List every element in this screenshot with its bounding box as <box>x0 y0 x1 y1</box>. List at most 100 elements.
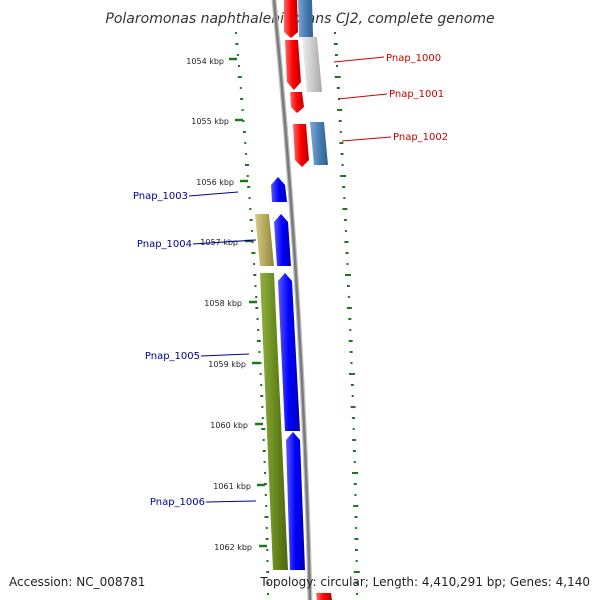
gc-dot <box>348 318 352 320</box>
genome-summary-text: Topology: circular; Length: 4,410,291 bp… <box>260 575 590 589</box>
gc-dot <box>344 241 349 243</box>
gc-dot <box>259 373 262 375</box>
gc-dot <box>354 516 358 518</box>
tick-label: 1061 kbp <box>213 482 251 491</box>
gene-label-pnap-1004[interactable]: Pnap_1004 <box>137 239 257 250</box>
cds-pnap-1000-top[interactable] <box>284 0 298 38</box>
gene-label-pnap-1001[interactable]: Pnap_1001 <box>337 89 444 100</box>
gene-label-pnap-1003[interactable]: Pnap_1003 <box>133 191 239 202</box>
gene-name[interactable]: Pnap_1000 <box>386 53 441 64</box>
gc-dot <box>348 340 353 342</box>
gc-dot <box>344 230 347 232</box>
gene-name[interactable]: Pnap_1004 <box>137 239 192 250</box>
gc-dot <box>234 32 237 34</box>
gc-dot <box>340 153 344 155</box>
cds-pnap-1001[interactable] <box>290 92 304 113</box>
gc-dot <box>253 263 256 265</box>
gc-dot <box>255 296 258 298</box>
gc-dot <box>253 274 257 276</box>
gc-dot <box>239 87 242 89</box>
gc-dot <box>352 450 356 452</box>
gc-dot <box>265 505 268 507</box>
gc-dot <box>266 571 270 573</box>
gc-dot <box>255 307 259 309</box>
feature-khaki[interactable] <box>255 214 274 266</box>
gc-dot <box>266 549 269 551</box>
tick-1061: 1061 kbp <box>213 482 265 491</box>
feature-steelblue[interactable] <box>310 122 328 165</box>
cds-pnap-1004[interactable] <box>274 214 291 266</box>
cds-pnap-1003[interactable] <box>271 177 287 202</box>
gc-dot <box>346 263 349 265</box>
gc-dot <box>352 439 357 441</box>
gc-dot <box>339 131 342 133</box>
cds-pnap-1005[interactable] <box>278 273 300 431</box>
gc-dot <box>350 384 354 386</box>
gene-label-pnap-1006[interactable]: Pnap_1006 <box>150 497 257 508</box>
gc-dot <box>265 538 269 540</box>
gc-dot <box>338 120 342 122</box>
gc-dot <box>261 417 264 419</box>
gc-dot <box>257 329 260 331</box>
gc-dot <box>244 142 247 144</box>
gc-dot <box>334 54 338 56</box>
gc-dot <box>356 593 358 595</box>
tick-label: 1059 kbp <box>208 360 246 369</box>
gc-dot <box>254 285 257 287</box>
gc-dot <box>260 395 264 397</box>
gc-dot <box>353 483 357 485</box>
gc-dot <box>246 175 249 177</box>
gc-dot <box>250 230 253 232</box>
gc-dot <box>341 164 344 166</box>
gc-dot <box>247 186 251 188</box>
gene-name[interactable]: Pnap_1006 <box>150 497 205 508</box>
gene-label-pnap-1002[interactable]: Pnap_1002 <box>341 132 448 143</box>
gc-dot <box>245 153 248 155</box>
gc-dot <box>350 362 353 364</box>
gene-name[interactable]: Pnap_1001 <box>389 89 444 100</box>
feature-gray[interactable] <box>302 37 322 92</box>
gc-dot <box>349 329 352 331</box>
gc-dot <box>235 43 239 45</box>
tick-1055: 1055 kbp <box>191 117 243 126</box>
cds-pnap-1002[interactable] <box>293 124 309 167</box>
gc-dot <box>258 351 261 353</box>
tick-1060: 1060 kbp <box>210 421 263 430</box>
cds-pnap-1006[interactable] <box>286 432 305 570</box>
gc-dot <box>263 483 267 485</box>
gc-dot <box>354 494 357 496</box>
gc-dot <box>242 120 245 122</box>
gene-name[interactable]: Pnap_1005 <box>145 351 200 362</box>
gc-dot <box>339 142 344 144</box>
gc-dot <box>348 373 355 375</box>
gc-dot <box>256 340 261 342</box>
gc-dot <box>262 450 266 452</box>
gene-label-pnap-1005[interactable]: Pnap_1005 <box>145 351 250 362</box>
gc-dot <box>267 593 269 595</box>
gc-dot <box>342 186 346 188</box>
gc-dot <box>264 472 266 474</box>
gc-dot <box>242 131 246 133</box>
gene-label-pnap-1000[interactable]: Pnap_1000 <box>333 53 441 64</box>
feature-steelblue-top[interactable] <box>298 0 313 37</box>
tick-label: 1056 kbp <box>196 178 234 187</box>
gene-name[interactable]: Pnap_1003 <box>133 191 188 202</box>
gc-dot <box>346 285 350 287</box>
feature-olive[interactable] <box>260 273 288 570</box>
gc-skew-track-right <box>333 32 360 595</box>
cds-bottom-partial[interactable] <box>316 593 332 600</box>
gc-dot <box>261 428 266 430</box>
cds-pnap-1000[interactable] <box>285 40 301 90</box>
gc-dot <box>346 307 352 309</box>
gc-dot <box>342 208 348 210</box>
gc-dot <box>251 252 256 254</box>
gene-name[interactable]: Pnap_1002 <box>393 132 448 143</box>
gc-dot <box>248 197 251 199</box>
gc-dot <box>354 538 359 540</box>
gc-dot <box>355 549 358 551</box>
gc-dot <box>353 571 360 573</box>
tick-label: 1062 kbp <box>214 543 252 552</box>
tick-1056: 1056 kbp <box>196 178 248 187</box>
